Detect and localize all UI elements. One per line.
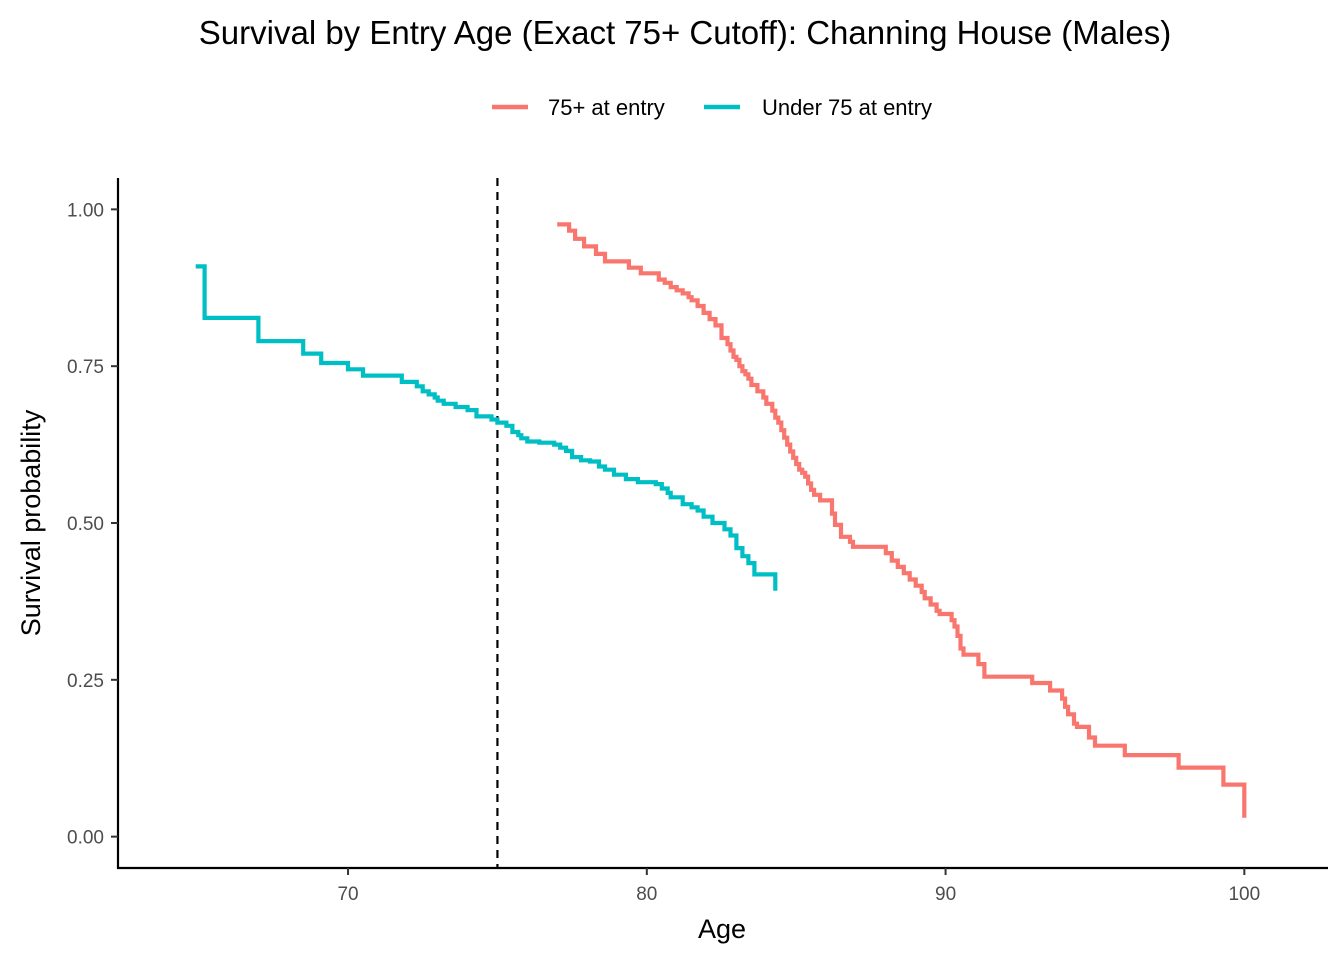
y-axis-ticks: 0.00 0.25 0.50 0.75 1.00 bbox=[67, 200, 118, 849]
x-tick-label: 70 bbox=[337, 884, 358, 905]
series-line-under-75 bbox=[195, 264, 778, 591]
x-tick-label: 90 bbox=[935, 884, 956, 905]
y-tick-label: 0.50 bbox=[67, 514, 104, 535]
y-axis-title: Survival probability bbox=[16, 409, 46, 636]
x-axis-title: Age bbox=[698, 914, 746, 944]
legend-label: Under 75 at entry bbox=[762, 95, 932, 120]
x-tick-label: 100 bbox=[1228, 884, 1260, 905]
x-axis-ticks: 70 80 90 100 bbox=[337, 868, 1260, 905]
x-tick-label: 80 bbox=[636, 884, 657, 905]
plot-area bbox=[195, 178, 1247, 868]
legend: 75+ at entry Under 75 at entry bbox=[492, 95, 932, 120]
y-tick-label: 0.75 bbox=[67, 357, 104, 378]
y-tick-label: 1.00 bbox=[67, 200, 104, 221]
y-tick-label: 0.25 bbox=[67, 671, 104, 692]
series-line-age-75-plus bbox=[557, 222, 1247, 818]
chart-title: Survival by Entry Age (Exact 75+ Cutoff)… bbox=[199, 14, 1171, 51]
y-tick-label: 0.00 bbox=[67, 828, 104, 849]
legend-label: 75+ at entry bbox=[548, 95, 665, 120]
